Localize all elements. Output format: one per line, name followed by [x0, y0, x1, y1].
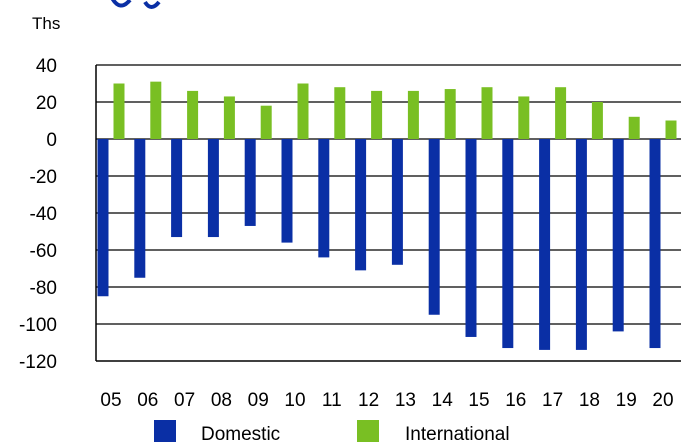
bar-international-16	[518, 96, 530, 139]
legend: Domestic International	[154, 420, 510, 442]
bar-domestic-16	[502, 139, 514, 349]
y-tick-label: -80	[30, 278, 57, 299]
legend-label-international: International	[405, 424, 510, 442]
bars	[97, 81, 677, 350]
y-tick-label: 40	[36, 56, 57, 77]
bar-domestic-10	[281, 139, 293, 243]
bar-domestic-20	[649, 139, 661, 349]
x-tick-label: 15	[468, 390, 489, 411]
bar-international-17	[555, 87, 567, 139]
x-tick-label: 17	[542, 390, 563, 411]
x-tick-label: 05	[100, 390, 121, 411]
bar-international-13	[407, 90, 419, 139]
bar-international-14	[444, 89, 456, 139]
bar-domestic-15	[465, 139, 477, 337]
bar-domestic-17	[539, 139, 551, 350]
bar-international-18	[591, 102, 603, 139]
legend-label-domestic: Domestic	[201, 424, 280, 442]
bar-international-12	[371, 90, 383, 139]
x-tick-label: 07	[174, 390, 195, 411]
bar-domestic-14	[428, 139, 440, 315]
y-unit-label: Ths	[32, 14, 60, 33]
bar-international-05	[113, 83, 125, 139]
bar-international-10	[297, 83, 309, 139]
bar-domestic-12	[355, 139, 367, 271]
x-tick-label: 18	[579, 390, 600, 411]
y-tick-label: 0	[46, 130, 57, 151]
bar-domestic-19	[612, 139, 624, 332]
x-tick-label: 14	[432, 390, 454, 411]
bar-domestic-18	[575, 139, 587, 350]
bar-international-15	[481, 87, 493, 139]
bar-domestic-13	[391, 139, 403, 265]
bar-international-19	[628, 116, 640, 139]
y-tick-label: -60	[30, 241, 57, 262]
legend-swatch-international	[357, 420, 379, 442]
x-tick-label: 08	[211, 390, 232, 411]
x-tick-label: 11	[322, 390, 342, 411]
x-tick-label: 20	[652, 390, 673, 411]
y-tick-label: -100	[19, 315, 57, 336]
legend-swatch-domestic	[154, 420, 176, 442]
x-tick-label: 19	[616, 390, 637, 411]
y-tick-labels: 40 20 0 -20 -40 -60 -80 -100 -120	[19, 56, 57, 373]
x-tick-label: 12	[358, 390, 379, 411]
x-tick-label: 10	[284, 390, 305, 411]
bar-international-09	[260, 105, 272, 139]
bar-domestic-11	[318, 139, 330, 258]
bar-international-11	[334, 87, 346, 139]
x-tick-labels: 05 06 07 08 09 10 11 12 13 14 15 16 17 18 19 20	[100, 390, 673, 411]
y-tick-label: 20	[36, 93, 57, 114]
x-tick-label: 09	[248, 390, 269, 411]
bar-international-06	[150, 81, 162, 139]
x-tick-label: 13	[395, 390, 416, 411]
bar-domestic-09	[244, 139, 256, 226]
x-tick-label: 16	[505, 390, 526, 411]
bar-domestic-05	[97, 139, 109, 297]
x-tick-label: 06	[137, 390, 158, 411]
y-tick-label: -20	[30, 167, 57, 188]
y-tick-label: -120	[19, 352, 57, 373]
y-tick-label: -40	[30, 204, 57, 225]
title-fragment	[110, 0, 161, 9]
bar-domestic-07	[171, 139, 183, 238]
bar-international-07	[187, 90, 199, 139]
bar-domestic-06	[134, 139, 146, 278]
bar-international-20	[665, 120, 677, 139]
bar-domestic-08	[207, 139, 219, 238]
bar-international-08	[223, 96, 235, 139]
